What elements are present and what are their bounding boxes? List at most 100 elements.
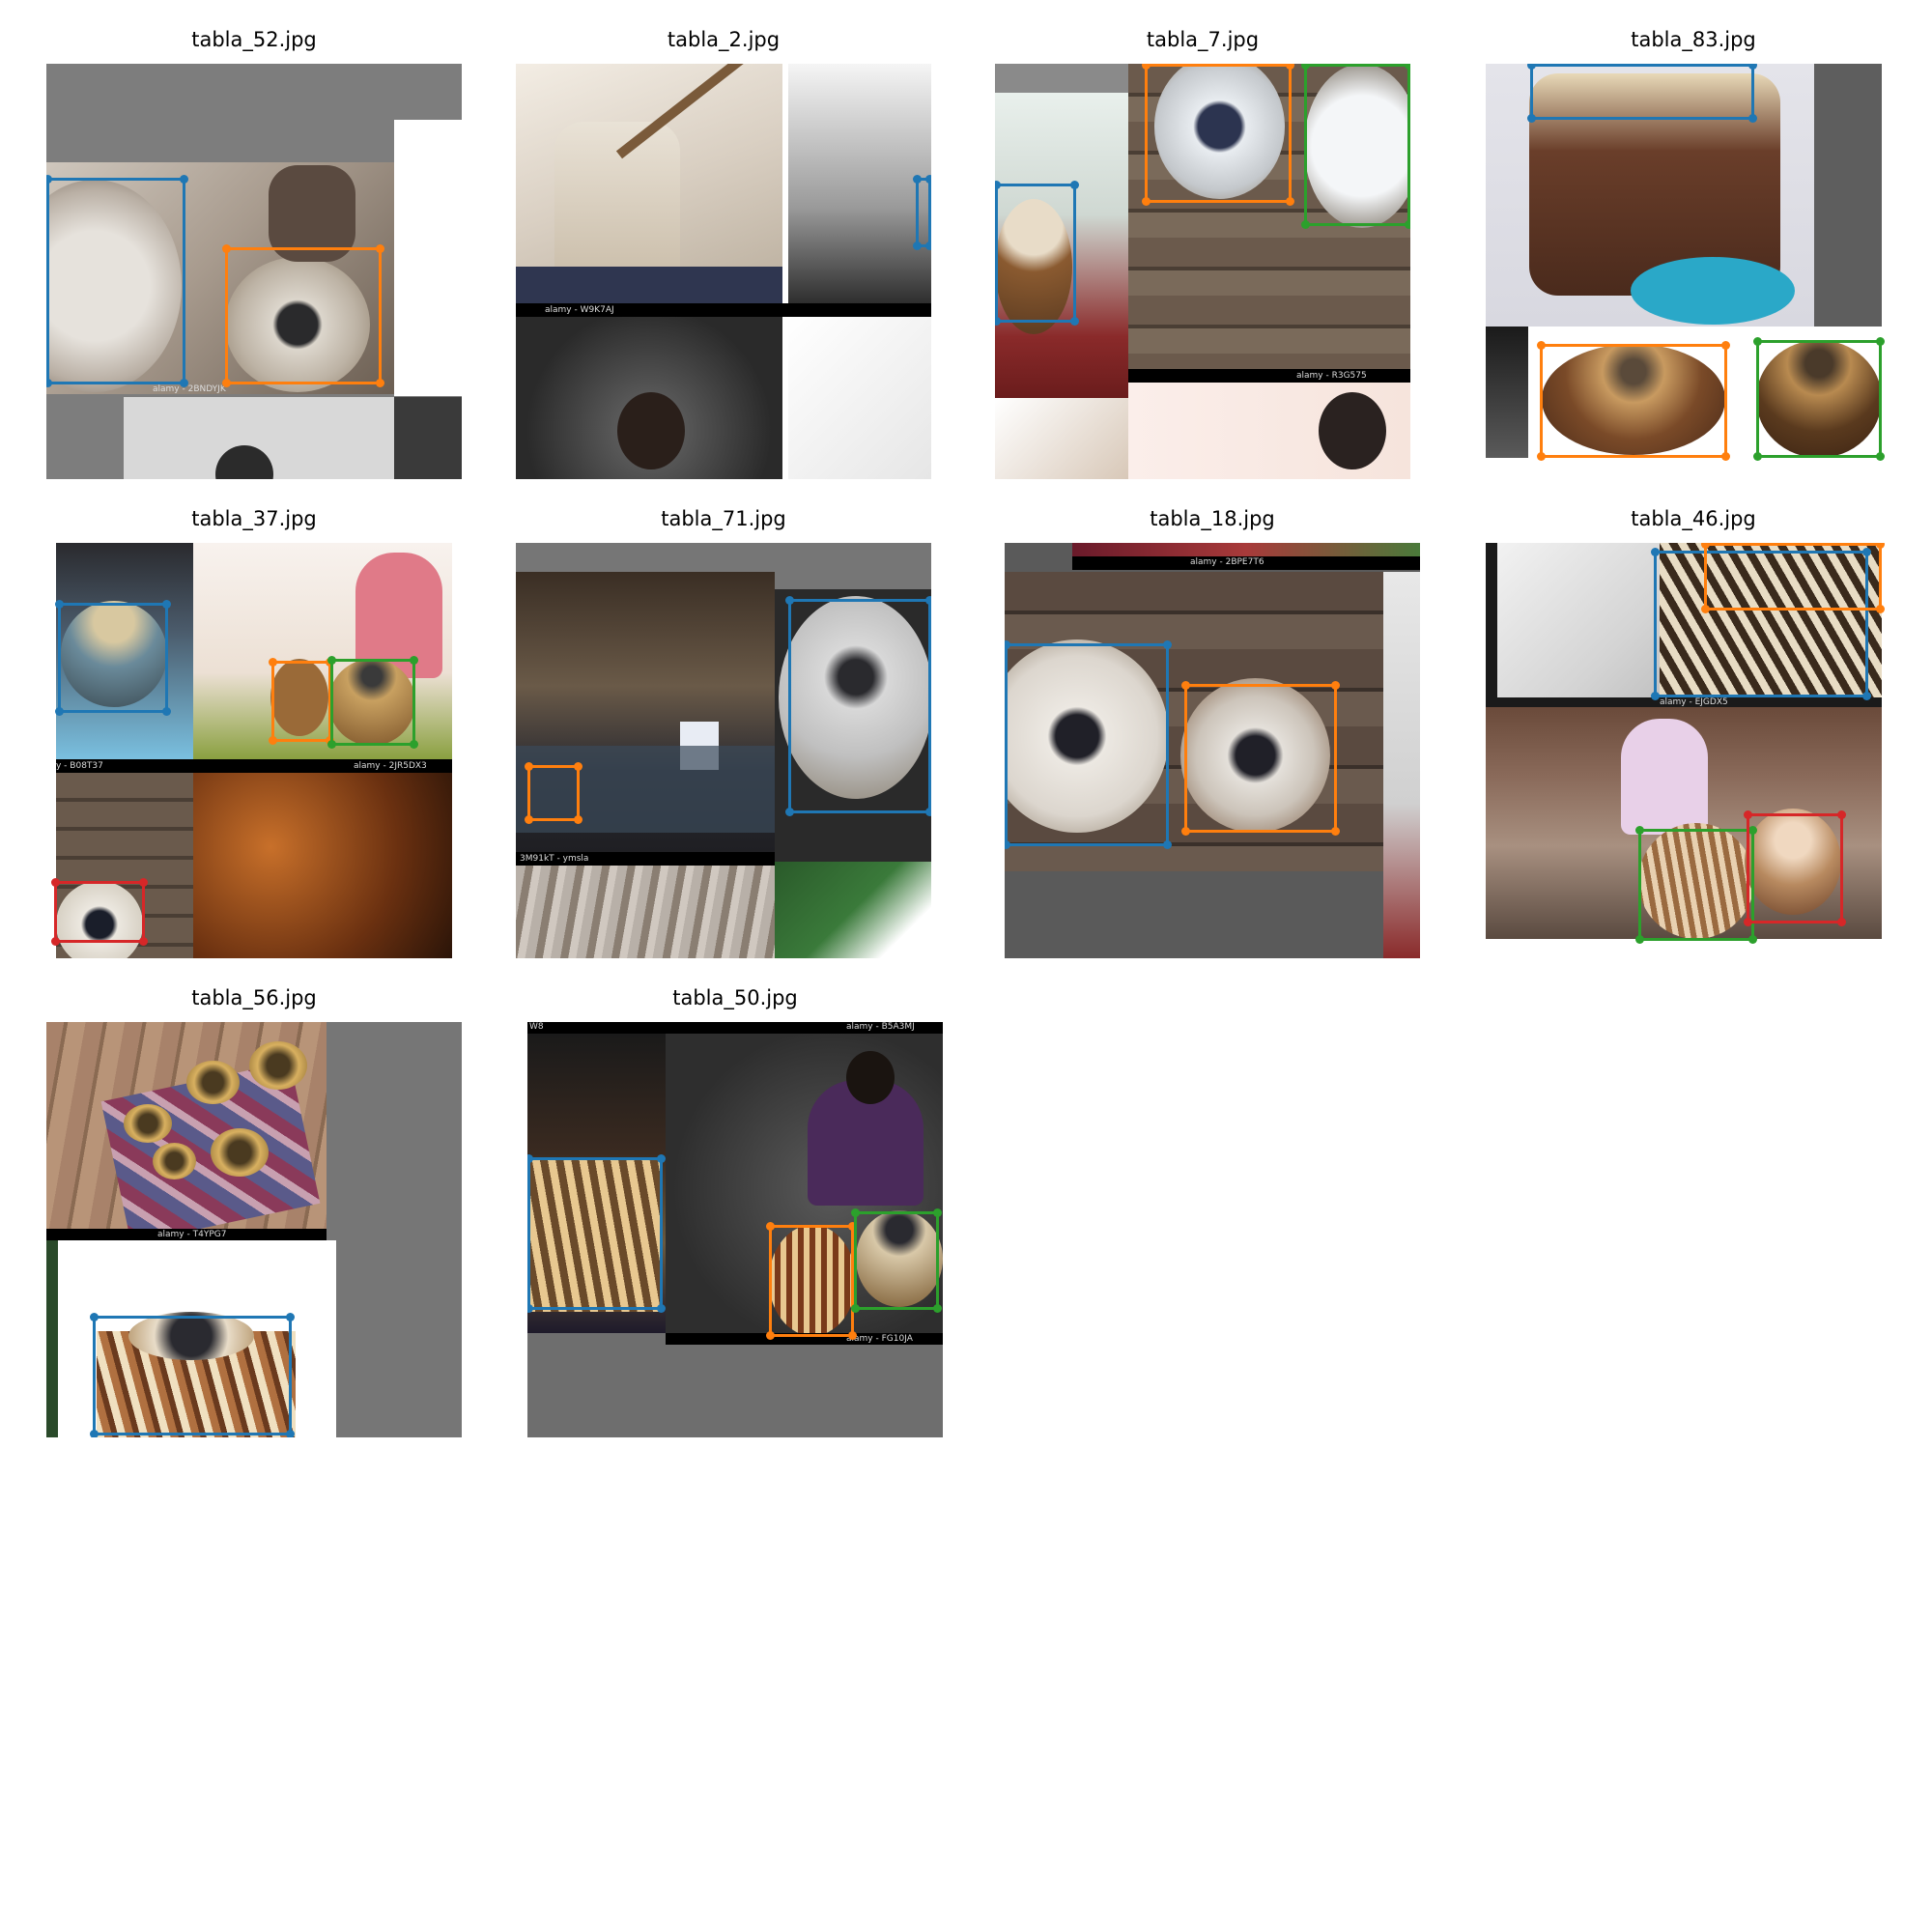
corner-handle[interactable] (1301, 64, 1310, 70)
corner-handle[interactable] (933, 1304, 942, 1313)
corner-handle[interactable] (1405, 64, 1410, 70)
corner-handle[interactable] (180, 379, 188, 387)
image-panel[interactable]: alamy - 2BNDYJK (46, 64, 462, 479)
bounding-box[interactable] (1537, 341, 1730, 461)
corner-handle[interactable] (410, 656, 418, 665)
bounding-box[interactable] (1527, 64, 1757, 123)
corner-handle[interactable] (1537, 341, 1546, 350)
bounding-box[interactable] (1744, 810, 1846, 926)
corner-handle[interactable] (527, 1304, 533, 1313)
bounding-box[interactable] (51, 878, 148, 946)
corner-handle[interactable] (1748, 826, 1757, 835)
bounding-box[interactable] (222, 244, 384, 387)
image-panel[interactable]: W8 alamy - B5A3MJ alamy - FG10JA (527, 1022, 943, 1437)
corner-handle[interactable] (46, 379, 52, 387)
image-panel[interactable]: alamy - EJGDX5 (1486, 543, 1901, 958)
corner-handle[interactable] (1527, 64, 1536, 70)
corner-handle[interactable] (222, 379, 231, 387)
corner-handle[interactable] (1405, 220, 1410, 229)
bounding-box[interactable] (46, 175, 188, 387)
corner-handle[interactable] (1286, 64, 1294, 70)
corner-handle[interactable] (269, 658, 277, 667)
corner-handle[interactable] (162, 707, 171, 716)
corner-handle[interactable] (1651, 548, 1660, 556)
image-panel[interactable] (1486, 64, 1901, 479)
corner-handle[interactable] (925, 175, 931, 184)
corner-handle[interactable] (1744, 810, 1752, 819)
corner-handle[interactable] (1701, 543, 1710, 549)
image-panel[interactable]: alamy - T4YPG7 (46, 1022, 462, 1437)
corner-handle[interactable] (1701, 605, 1710, 613)
bounding-box[interactable] (525, 762, 582, 824)
corner-handle[interactable] (55, 707, 64, 716)
corner-handle[interactable] (1331, 827, 1340, 836)
corner-handle[interactable] (51, 878, 60, 887)
corner-handle[interactable] (848, 1222, 857, 1231)
corner-handle[interactable] (925, 242, 931, 250)
image-panel[interactable]: alamy - 2BPE7T6 (1005, 543, 1420, 958)
corner-handle[interactable] (1163, 640, 1172, 649)
corner-handle[interactable] (1070, 317, 1079, 326)
corner-handle[interactable] (766, 1222, 775, 1231)
corner-handle[interactable] (1005, 640, 1010, 649)
corner-handle[interactable] (1876, 452, 1885, 461)
corner-handle[interactable] (766, 1331, 775, 1340)
corner-handle[interactable] (785, 808, 794, 816)
corner-handle[interactable] (1837, 918, 1846, 926)
corner-handle[interactable] (46, 175, 52, 184)
corner-handle[interactable] (913, 242, 922, 250)
corner-handle[interactable] (1301, 220, 1310, 229)
corner-handle[interactable] (1527, 114, 1536, 123)
corner-handle[interactable] (162, 600, 171, 609)
bounding-box[interactable] (785, 596, 931, 816)
bounding-box[interactable] (1701, 543, 1885, 613)
corner-handle[interactable] (1537, 452, 1546, 461)
corner-handle[interactable] (286, 1430, 295, 1437)
bounding-box[interactable] (1301, 64, 1410, 229)
bounding-box[interactable] (55, 600, 171, 716)
corner-handle[interactable] (1748, 64, 1757, 70)
corner-handle[interactable] (222, 244, 231, 253)
corner-handle[interactable] (851, 1208, 860, 1217)
corner-handle[interactable] (55, 600, 64, 609)
corner-handle[interactable] (410, 740, 418, 749)
corner-handle[interactable] (574, 815, 582, 824)
corner-handle[interactable] (51, 937, 60, 946)
corner-handle[interactable] (1331, 681, 1340, 690)
corner-handle[interactable] (139, 878, 148, 887)
corner-handle[interactable] (1876, 337, 1885, 346)
corner-handle[interactable] (1651, 692, 1660, 700)
corner-handle[interactable] (1876, 605, 1885, 613)
corner-handle[interactable] (139, 937, 148, 946)
corner-handle[interactable] (527, 1154, 533, 1163)
corner-handle[interactable] (1005, 840, 1010, 849)
corner-handle[interactable] (1748, 114, 1757, 123)
bounding-box[interactable] (1142, 64, 1294, 206)
corner-handle[interactable] (574, 762, 582, 771)
corner-handle[interactable] (933, 1208, 942, 1217)
corner-handle[interactable] (925, 808, 931, 816)
bounding-box[interactable] (1005, 640, 1172, 849)
bounding-box[interactable] (766, 1222, 857, 1340)
bounding-box[interactable] (1651, 548, 1871, 700)
corner-handle[interactable] (1753, 452, 1762, 461)
corner-handle[interactable] (925, 596, 931, 605)
corner-handle[interactable] (1070, 181, 1079, 189)
corner-handle[interactable] (180, 175, 188, 184)
bounding-box[interactable] (269, 658, 334, 745)
corner-handle[interactable] (269, 736, 277, 745)
corner-handle[interactable] (1286, 197, 1294, 206)
corner-handle[interactable] (848, 1331, 857, 1340)
corner-handle[interactable] (1142, 197, 1151, 206)
corner-handle[interactable] (851, 1304, 860, 1313)
corner-handle[interactable] (1876, 543, 1885, 549)
corner-handle[interactable] (525, 762, 533, 771)
corner-handle[interactable] (1635, 826, 1644, 835)
bounding-box[interactable] (327, 656, 418, 749)
corner-handle[interactable] (1753, 337, 1762, 346)
corner-handle[interactable] (286, 1313, 295, 1321)
image-panel[interactable]: y - B08T37 alamy - 2JR5DX3 (46, 543, 462, 958)
image-panel[interactable]: alamy - R3G575 (995, 64, 1410, 479)
bounding-box[interactable] (527, 1154, 666, 1313)
corner-handle[interactable] (1181, 681, 1190, 690)
